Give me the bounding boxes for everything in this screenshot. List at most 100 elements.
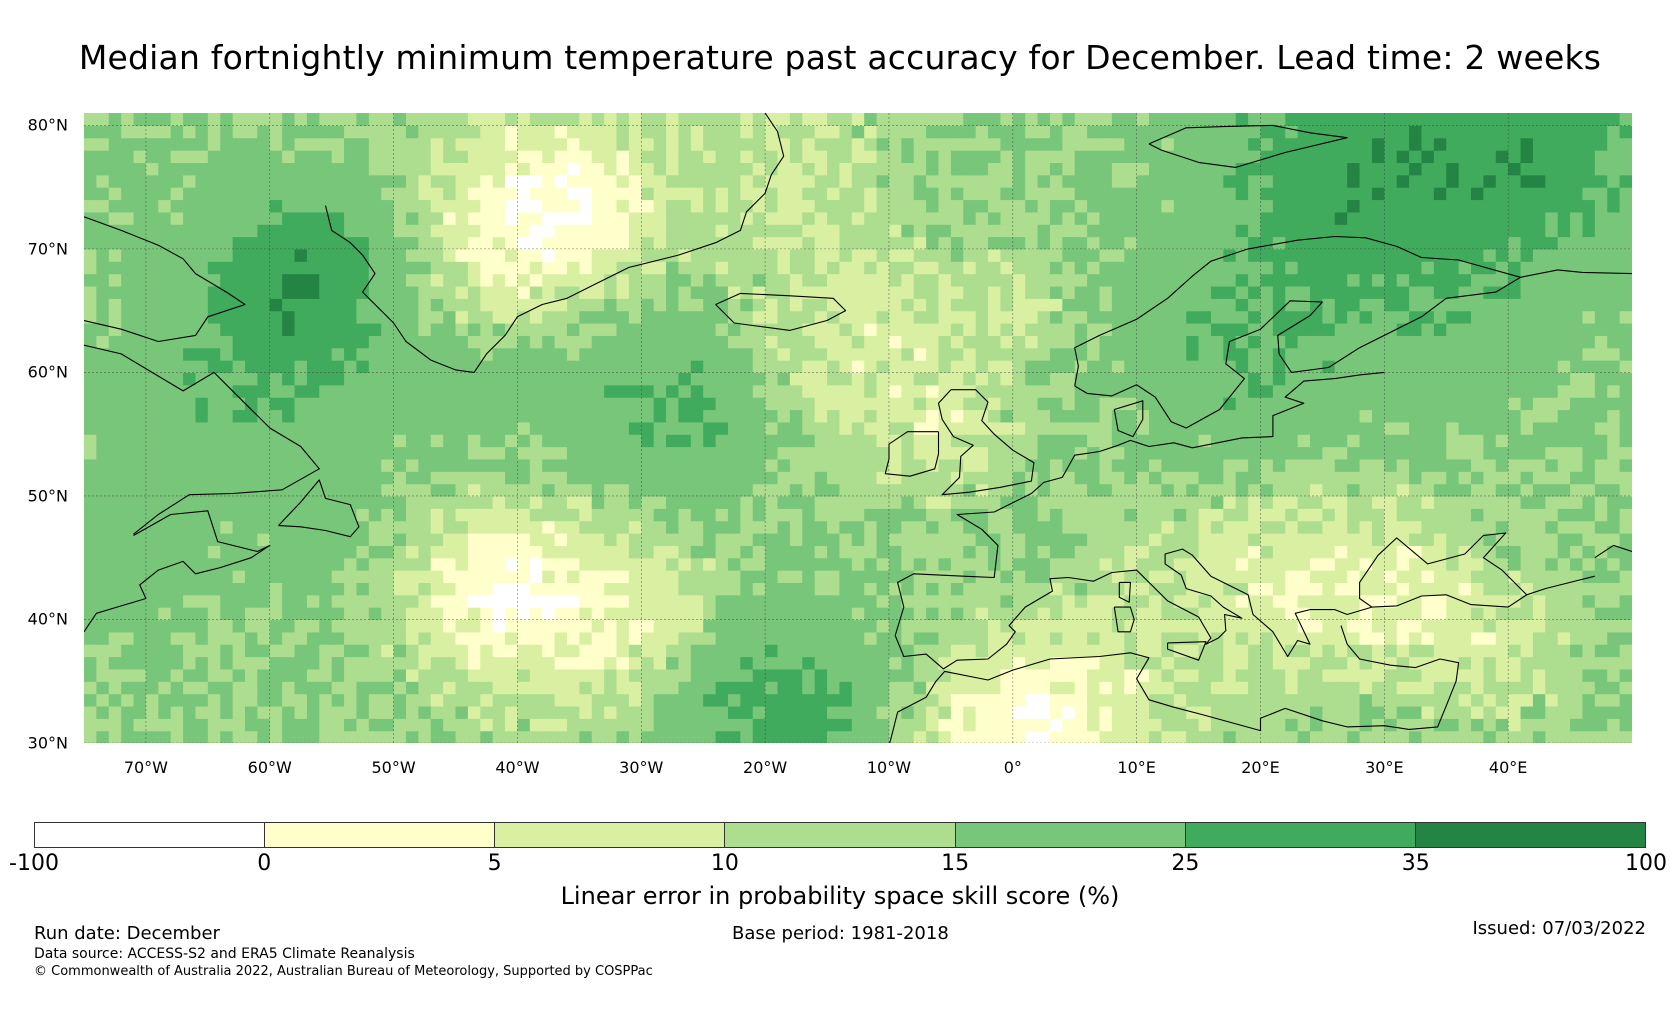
skill-cell [529,644,543,658]
skill-cell [344,483,358,497]
skill-cell [554,483,568,497]
skill-cell [257,656,271,670]
skill-cell [455,594,469,608]
skill-cell [121,656,135,670]
skill-cell [368,446,382,460]
skill-cell [257,273,271,287]
skill-cell [480,273,494,287]
skill-cell [381,570,395,584]
skill-cell [1396,372,1410,386]
skill-cell [529,533,543,546]
skill-cell [1371,273,1385,287]
skill-cell [1037,323,1051,336]
skill-cell [1483,310,1497,324]
skill-cell [1272,656,1286,670]
skill-cell [542,644,556,658]
skill-cell [1136,730,1150,743]
skill-cell [1322,508,1336,522]
skill-cell [975,718,989,732]
skill-cell [628,668,642,682]
skill-cell [517,594,531,608]
skill-cell [901,360,915,374]
skill-cell [1483,631,1497,645]
skill-cell [195,335,209,349]
skill-cell [1310,384,1323,398]
skill-cell [1124,273,1138,287]
skill-cell [96,681,110,695]
skill-cell [1198,310,1212,324]
skill-cell [405,298,419,312]
skill-cell [183,285,197,299]
skill-cell [220,557,234,571]
skill-cell [381,384,395,398]
skill-cell [678,545,692,559]
skill-cell [294,273,308,287]
skill-cell [443,693,457,707]
skill-cell [257,557,271,571]
skill-cell [777,273,791,287]
skill-cell [480,335,494,349]
skill-cell [1074,570,1088,584]
skill-cell [1260,508,1274,522]
skill-cell [864,248,878,262]
skill-cell [1557,347,1571,361]
skill-cell [220,483,234,497]
skill-cell [752,718,766,732]
skill-cell [207,495,221,509]
skill-cell [1446,285,1460,299]
skill-cell [145,397,159,411]
skill-cell [1322,594,1336,608]
skill-cell [628,730,642,743]
skill-cell [344,705,358,719]
skill-cell [752,619,766,633]
skill-cell [988,360,1002,374]
skill-cell [405,323,419,336]
skill-cell [1310,298,1323,312]
skill-cell [777,607,791,621]
skill-cell [1607,693,1621,707]
skill-cell [542,372,556,386]
skill-cell [467,570,481,584]
skill-cell [418,681,432,695]
skill-cell [1520,545,1534,559]
skill-cell [901,594,915,608]
skill-cell [938,644,952,658]
skill-cell [393,372,407,386]
skill-cell [145,644,159,658]
skill-cell [901,607,915,621]
skill-cell [901,619,915,633]
skill-cell [901,582,915,596]
skill-cell [938,285,952,299]
skill-cell [789,582,803,596]
skill-cell [368,533,382,546]
skill-cell [108,520,122,534]
skill-cell [244,644,258,658]
skill-cell [604,619,618,633]
skill-cell [1111,594,1125,608]
skill-cell [96,446,110,460]
skill-cell [1012,644,1026,658]
skill-cell [1322,471,1336,485]
skill-cell [1371,323,1385,336]
skill-cell [1347,323,1361,336]
skill-cell [1297,310,1311,324]
skill-cell [864,631,878,645]
skill-cell [616,471,630,485]
skill-cell [1223,705,1237,719]
skill-cell [604,335,618,349]
skill-cell [1508,607,1522,621]
skill-cell [232,644,246,658]
skill-cell [344,533,358,546]
skill-cell [950,681,964,695]
skill-cell [963,681,977,695]
skill-cell [789,273,803,287]
skill-cell [1049,495,1063,509]
skill-cell [988,718,1002,732]
skill-cell [628,360,642,374]
skill-cell [517,545,531,559]
skill-cell [1446,718,1460,732]
skill-cell [183,520,197,534]
skill-cell [888,409,902,423]
skill-cell [1433,607,1447,621]
skill-cell [1062,557,1076,571]
